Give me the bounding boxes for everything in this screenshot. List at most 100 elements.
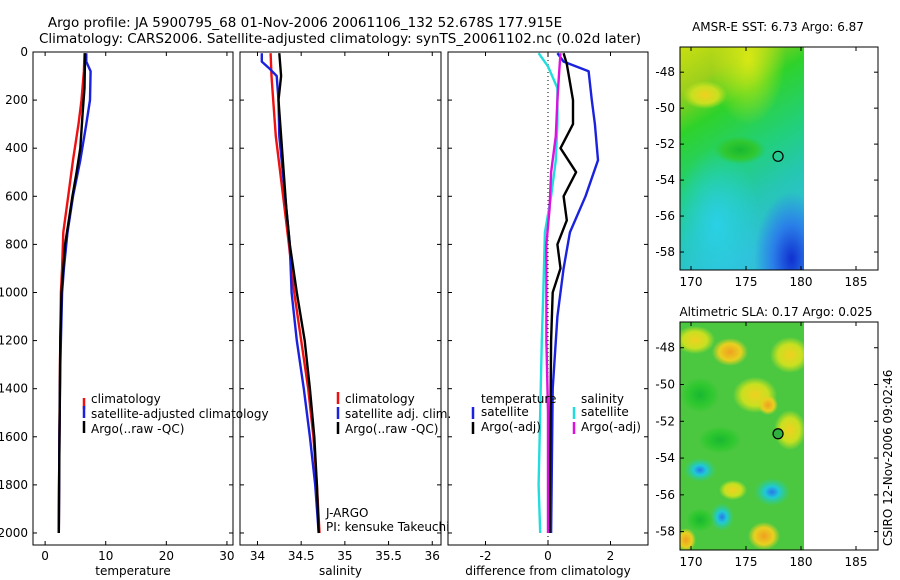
map-y-tick-label: -58 — [655, 245, 675, 259]
map-x-tick-label: 180 — [790, 275, 813, 289]
map-frame — [679, 46, 879, 271]
legend-group-salinity: salinity — [581, 392, 624, 406]
sst-field — [680, 47, 804, 270]
series-line-satellite-adjusted-climatology — [57, 53, 92, 534]
legend-group-temperature: temperature — [481, 392, 556, 406]
title-line-2: Climatology: CARS2006. Satellite-adjuste… — [39, 31, 641, 47]
legend-label-temp-argo: Argo(-adj) — [481, 420, 541, 434]
sla-blob — [680, 377, 720, 413]
map-frame — [679, 321, 879, 551]
sst-green-blob — [714, 136, 766, 164]
temperature-panel: 0 10 20 30 0 200 400 600 800 1000 1200 1400 1600 1800… — [0, 45, 235, 578]
salinity-panel: 34 34.5 35 35.5 36 salinity — [239, 51, 442, 578]
plot-frame — [239, 51, 442, 546]
sla-blob — [684, 458, 716, 482]
map-y-tick-label: -56 — [655, 488, 675, 502]
y-tick-label: 0 — [20, 45, 28, 59]
map-y-tick-label: -54 — [655, 173, 675, 187]
salinity-legend: climatology satellite adj. clim. Argo(..… — [325, 392, 451, 534]
temperature-legend: climatology satellite-adjusted climatolo… — [82, 392, 269, 436]
x-tick-label: 0 — [544, 549, 552, 563]
legend-label-satellite-adjusted: satellite-adjusted climatology — [91, 407, 269, 421]
map-x-tick-label: 185 — [845, 555, 868, 569]
x-tick-label: 36 — [425, 549, 440, 563]
x-tick-label: 35.5 — [375, 549, 402, 563]
legend-label-sal-argo: Argo(-adj) — [581, 420, 641, 434]
difference-legend: temperature satellite Argo(-adj) salinit… — [471, 392, 641, 434]
y-tick-label: 1800 — [0, 478, 28, 492]
sla-blob — [686, 508, 714, 532]
x-tick-label: 20 — [159, 549, 174, 563]
sla-blob — [712, 338, 748, 366]
y-tick-label: 2000 — [0, 526, 28, 540]
y-tick-label: 800 — [5, 237, 28, 251]
map-y-tick-label: -50 — [655, 101, 675, 115]
y-tick-label: 1200 — [0, 334, 28, 348]
y-tick-label: 400 — [5, 141, 28, 155]
map-x-tick-label: 170 — [680, 555, 703, 569]
title-line-1: Argo profile: JA 5900795_68 01-Nov-2006 … — [48, 15, 562, 31]
series-line-argo-raw-qc- — [277, 53, 320, 534]
sla-field — [680, 322, 804, 550]
map-y-tick-label: -56 — [655, 209, 675, 223]
sla-blob — [748, 522, 780, 550]
map-x-tick-label: 175 — [735, 275, 758, 289]
map-x-tick-label: 185 — [845, 275, 868, 289]
sst-map-title: AMSR-E SST: 6.73 Argo: 6.87 — [692, 20, 864, 34]
series-line-argo-raw-qc- — [57, 53, 87, 534]
map-y-tick-label: -52 — [655, 414, 675, 428]
x-tick-label: 35 — [337, 549, 352, 563]
sla-blob — [754, 478, 790, 506]
temperature-plot-area: 0 10 20 30 0 200 400 600 800 1000 1200 1400 1600 1800… — [0, 45, 235, 578]
x-tick-label: 34.5 — [288, 549, 315, 563]
map-y-tick-label: -48 — [655, 65, 675, 79]
y-tick-label: 200 — [5, 93, 28, 107]
annotation-pi: PI: kensuke Takeuchi — [326, 520, 449, 534]
y-tick-label: 600 — [5, 189, 28, 203]
y-tick-label: 1000 — [0, 285, 28, 299]
sla-map: Altimetric SLA: 0.17 Argo: 0.025 170 — [655, 305, 879, 569]
sst-map-frame: 170 175 180 185 -48 -50 -52 -54 -56 -58 — [655, 46, 879, 289]
sla-blob — [719, 480, 747, 500]
float-position-marker — [772, 428, 784, 440]
x-tick-label: 10 — [98, 549, 113, 563]
series-line-temperature-satellite — [549, 52, 600, 534]
map-y-tick-label: -48 — [655, 341, 675, 355]
x-tick-label: 30 — [219, 549, 234, 563]
map-x-tick-label: 175 — [735, 555, 758, 569]
sla-blob — [770, 337, 804, 373]
salinity-plot-area: 34 34.5 35 35.5 36 salinity — [239, 51, 442, 578]
series-line-temperature-argo-adj- — [548, 52, 578, 534]
sla-blob — [710, 503, 734, 531]
x-tick-label: 2 — [607, 549, 615, 563]
x-axis-label: temperature — [95, 564, 170, 578]
credit-stamp: CSIRO 12-Nov-2006 09:02:46 — [881, 370, 895, 546]
sla-map-title: Altimetric SLA: 0.17 Argo: 0.025 — [679, 305, 872, 319]
x-tick-label: 0 — [41, 549, 49, 563]
sla-blob — [680, 326, 715, 354]
map-x-tick-label: 180 — [790, 555, 813, 569]
series-line-salinity-argo-adj- — [545, 53, 562, 533]
plot-frame — [32, 51, 234, 546]
y-tick-label: 1400 — [0, 382, 28, 396]
legend-label-climatology: climatology — [91, 392, 161, 406]
x-tick-label: -2 — [480, 549, 492, 563]
map-y-tick-label: -50 — [655, 378, 675, 392]
map-x-tick-label: 170 — [680, 275, 703, 289]
x-axis-label: salinity — [319, 564, 362, 578]
legend-label-climatology: climatology — [345, 392, 415, 406]
float-position-marker — [772, 150, 784, 162]
legend-label-satellite-adj: satellite adj. clim. — [345, 407, 451, 421]
map-y-tick-label: -52 — [655, 137, 675, 151]
map-y-tick-label: -54 — [655, 451, 675, 465]
legend-label-argo: Argo(..raw -QC) — [345, 422, 438, 436]
y-tick-label: 1600 — [0, 430, 28, 444]
legend-label-argo: Argo(..raw -QC) — [91, 422, 184, 436]
x-axis-label: difference from climatology — [465, 564, 631, 578]
sst-warm-blob — [683, 81, 727, 109]
sla-blob — [680, 528, 696, 550]
